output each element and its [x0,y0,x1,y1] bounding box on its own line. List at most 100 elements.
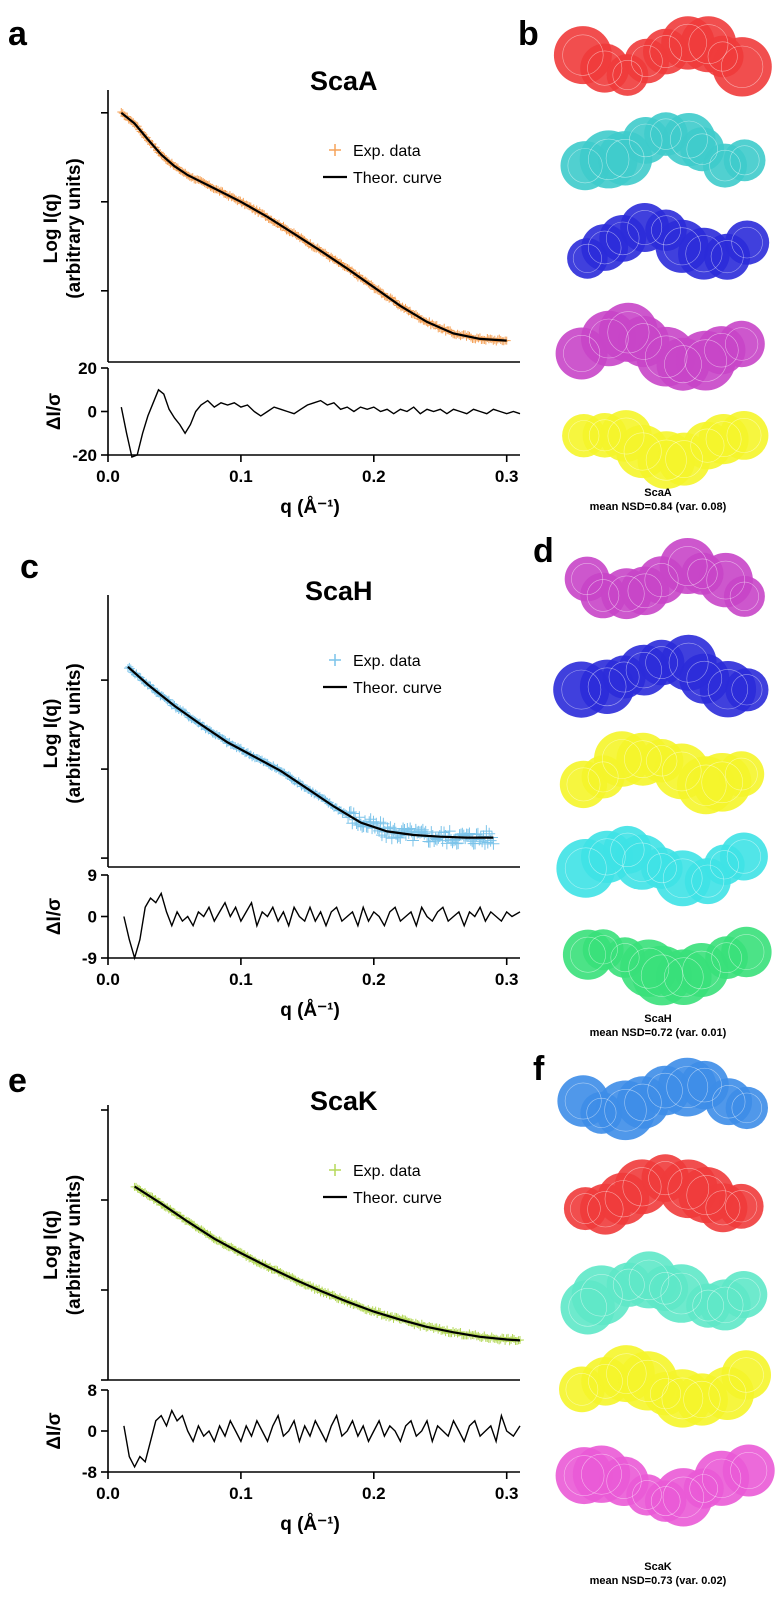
residual-y-tick-label: 8 [88,1381,97,1400]
x-tick-label: 0.1 [229,970,253,989]
envelope-mesh [562,34,604,76]
envelope-mesh [610,832,645,868]
envelope-mesh [726,1277,761,1312]
envelope-mesh [686,660,723,697]
envelope-mesh [646,745,678,777]
envelope-mesh [628,123,663,158]
envelope-mesh [622,1167,662,1207]
envelope-mesh [624,1083,662,1122]
envelope-mesh [709,149,741,182]
envelope-mesh [685,235,723,273]
x-tick-label: 0.0 [96,467,120,486]
envelope-mesh [627,573,663,609]
panel-f-models: f ScaK mean NSD=0.73 (var. 0.02) [533,1050,775,1587]
envelope-mesh [650,118,682,150]
envelope-mesh [622,842,662,882]
chart-title: ScaH [305,576,373,606]
panel-b-models: b ScaA mean NSD=0.84 (var. 0.08) [518,15,772,513]
envelope-mesh [588,1364,623,1399]
envelope-mesh [692,1289,725,1322]
envelope-mesh [731,226,763,259]
legend-exp-marker [329,1164,341,1176]
panel-letter-f: f [533,1050,545,1088]
envelope-mesh [683,1380,721,1419]
envelope-mesh [663,957,704,998]
envelope-mesh [687,558,718,589]
envelope-mesh [587,761,619,793]
legend-theor-label: Theor. curve [353,680,442,697]
envelope-mesh [711,1084,746,1119]
y-axis-label: Log I(q) [41,699,62,769]
envelope-mesh [720,45,764,88]
x-axis-label: q (Å⁻¹) [280,1514,340,1535]
envelope-mesh [625,323,662,360]
exp-data-point [364,813,377,826]
envelope-model-1 [557,1057,768,1141]
envelope-model-2 [563,1154,764,1235]
envelope-mesh [701,761,744,804]
residual-line [123,891,521,961]
envelope-mesh [644,563,679,598]
envelope-mesh [645,646,678,679]
envelope-mesh [686,133,718,165]
exp-data-point [374,816,387,829]
x-axis-label: q (Å⁻¹) [280,1000,340,1021]
envelope-mesh [662,858,703,899]
envelope-mesh [608,575,645,612]
envelope-mesh [730,1452,768,1490]
residual-y-tick-label: 9 [88,866,97,885]
envelope-mesh [606,1353,647,1394]
envelope-mesh [729,581,760,612]
envelope-mesh [563,334,601,372]
envelope-mesh [688,24,729,65]
x-tick-label: 0.0 [96,970,120,989]
envelope-mesh [607,417,645,455]
envelope-mesh [612,59,643,90]
envelope-mesh [711,942,742,974]
chart-title: ScaK [310,1086,378,1116]
envelope-mesh [587,230,622,265]
envelope-mesh [705,421,742,458]
envelope-model-5 [562,410,769,489]
envelope-mesh [568,1288,608,1327]
x-tick-label: 0.3 [495,467,519,486]
theor-curve-line [134,1185,521,1342]
envelope-mesh [667,1168,710,1210]
envelope-mesh [706,560,746,600]
x-tick-label: 0.0 [96,1484,120,1503]
envelope-mesh [628,1259,670,1301]
envelope-mesh [708,1374,747,1413]
envelope-mesh [668,642,709,683]
x-tick-label: 0.2 [362,970,386,989]
envelope-mesh [580,1274,623,1317]
legend-exp-label: Exp. data [353,143,421,160]
legend-theor-label: Theor. curve [353,170,442,187]
envelope-model-4 [555,302,765,391]
residual-y-label: ΔI/σ [44,898,65,935]
envelope-mesh [588,935,618,965]
envelope-mesh [567,148,603,184]
exp-data-point [480,825,493,838]
theor-curve-line [127,665,494,839]
envelope-model-5 [555,1444,775,1527]
envelope-mesh [566,767,601,802]
envelope-mesh [649,1378,681,1410]
residual-line [120,388,521,458]
envelope-mesh [686,1175,727,1216]
envelope-mesh [645,439,687,481]
envelope-mesh [710,240,744,274]
envelope-mesh [707,41,738,72]
envelope-mesh [647,853,677,884]
envelope-model-3 [567,203,770,280]
envelope-model-3 [560,1251,768,1335]
envelope-mesh [627,210,663,245]
envelope-mesh [623,432,662,471]
residual-y-tick-label: -9 [82,949,97,968]
envelope-mesh [581,1453,622,1495]
envelope-mesh [570,936,606,973]
envelope-model-1 [564,538,765,620]
envelope-mesh [725,757,758,791]
exp-data-point [443,825,456,838]
envelope-mesh [706,1286,744,1324]
